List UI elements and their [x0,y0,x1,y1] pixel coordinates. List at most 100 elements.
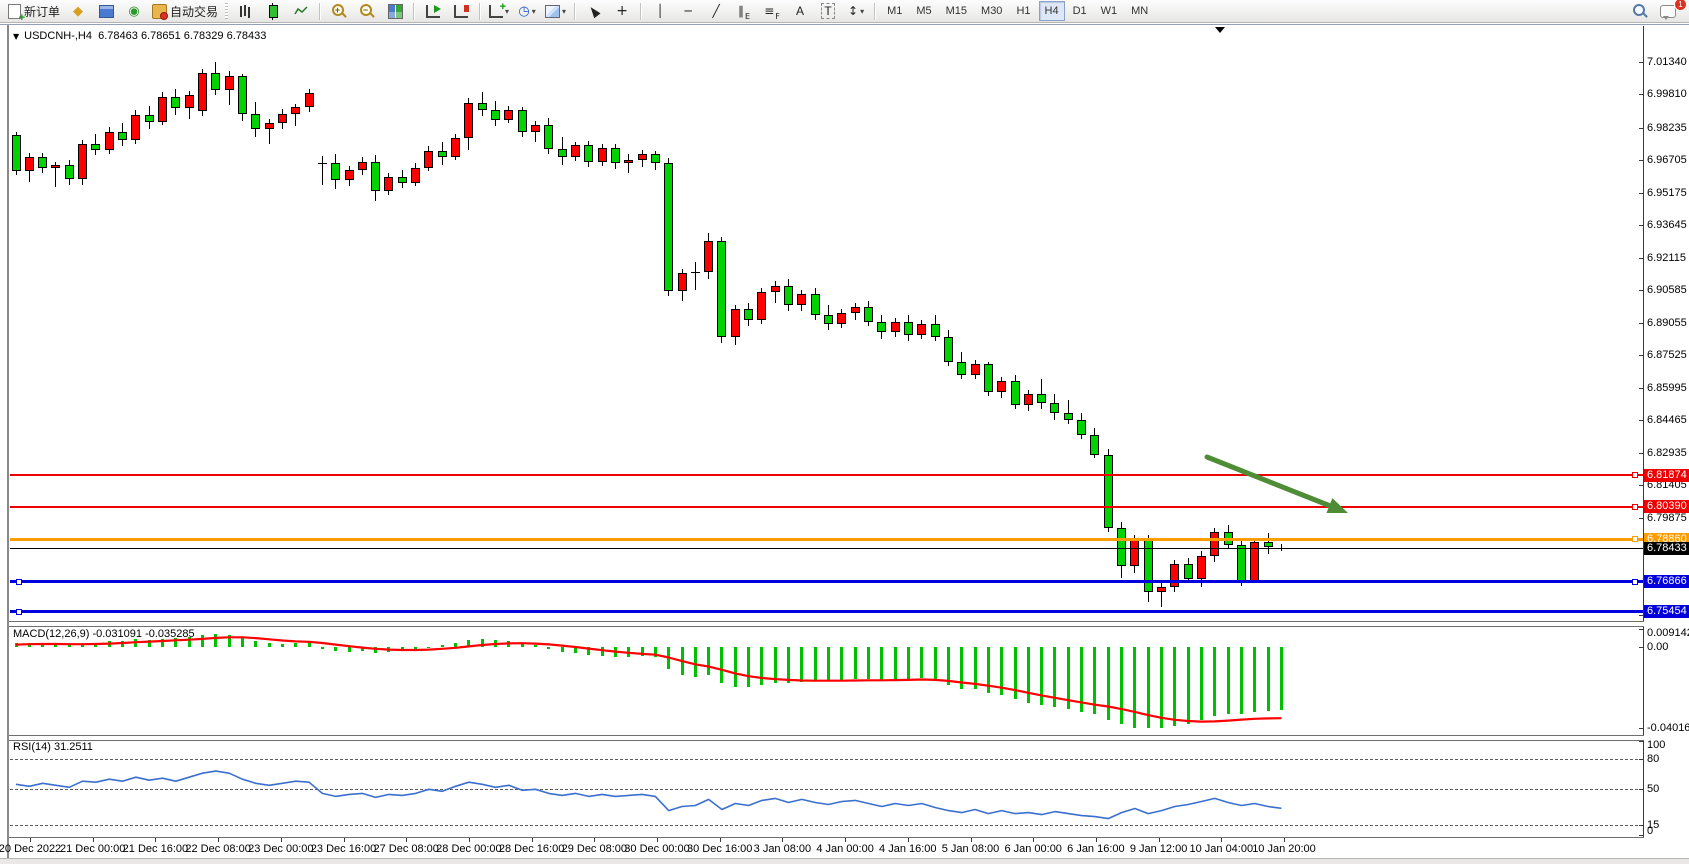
rsi-tick-label: 15 [1647,818,1660,831]
tab-m30[interactable]: M30 [981,5,1003,17]
candle-wick [534,120,536,143]
zoom-out-button[interactable]: − [354,0,380,22]
chart-shift-button[interactable] [448,0,474,22]
candle-body [997,381,1007,392]
macd-bar [387,647,391,653]
horizontal-line-object[interactable] [10,610,1643,614]
indicators-icon: + [489,1,506,18]
candle-body [51,164,61,168]
macd-bar [1213,647,1217,716]
candle-body [517,110,527,132]
price-pane[interactable] [10,26,1643,621]
time-label: 4 Jan 00:00 [816,843,874,855]
vertical-line-button[interactable]: │ [647,0,673,22]
layout-button[interactable] [93,0,119,22]
time-label: 20 Dec 2022 [0,843,62,855]
macd-pane[interactable] [10,627,1643,735]
autotrade-button[interactable]: 自动交易 [149,0,221,22]
tab-m5[interactable]: M5 [916,5,932,17]
zoom-in-button[interactable]: + [326,0,352,22]
chevron-down-icon: ▾ [505,6,510,16]
time-label: 30 Dec 00:00 [624,843,690,855]
notifications-button[interactable]: 1 [1655,0,1687,22]
tab-w1[interactable]: W1 [1100,5,1118,17]
tab-d1[interactable]: D1 [1072,5,1087,17]
candle-body [1157,587,1167,592]
macd-tick [1639,628,1644,630]
line-handle[interactable] [1632,472,1638,479]
cursor-button[interactable] [581,0,607,22]
macd-bar [813,647,817,682]
search-button[interactable] [1627,0,1653,22]
macd-bar [533,645,537,647]
toolbar-grip [225,3,229,19]
tab-m1[interactable]: M1 [887,5,903,17]
horizontal-line-object[interactable] [10,474,1643,477]
periods-button[interactable]: ◷ ▾ [514,0,540,22]
macd-bar [920,647,924,679]
channel-icon: ∥ [738,4,745,18]
candle-body [424,150,434,168]
macd-label: MACD(12,26,9) -0.031091 -0.035285 [13,628,195,640]
rsi-tick-label: 0 [1647,825,1654,837]
channel-button[interactable]: ∥ E [731,0,757,22]
price-tick-label: 6.95175 [1647,186,1687,199]
price-tick [1639,127,1644,129]
new-order-button[interactable]: 新订单 [5,0,63,24]
time-tick [155,838,157,842]
macd-bar [573,647,577,654]
horizontal-line-object[interactable] [10,580,1643,584]
candlestick-chart-button[interactable] [260,0,286,22]
candle-body [877,321,887,333]
line-chart-button[interactable] [288,0,314,22]
candle-wick [55,162,57,187]
macd-bar [1226,647,1230,714]
candle-body [1037,394,1047,403]
crosshair-button[interactable]: + [609,0,635,22]
price-tick [1639,290,1644,292]
tab-m15[interactable]: M15 [945,5,968,17]
candle-body [557,148,567,158]
pane-separator[interactable] [9,735,1644,741]
pane-separator[interactable] [9,621,1644,627]
candle-body [357,162,367,170]
line-handle[interactable] [16,578,22,585]
macd-bar [866,647,870,680]
candle-body [744,309,754,320]
text-tool-button[interactable]: A [787,0,813,22]
signals-button[interactable]: ◉ [121,0,147,22]
chart-title: ▼ USDCNH-,H4 6.78463 6.78651 6.78329 6.78… [13,30,266,42]
arrows-tool-button[interactable]: ↕ ▾ [843,0,869,22]
tab-h1[interactable]: H1 [1016,5,1031,17]
channel-sub-label: E [745,12,751,21]
templates-button[interactable]: ▾ [542,0,569,22]
tab-h4[interactable]: H4 [1038,1,1065,21]
macd-tick-label: -0.040162 [1647,721,1689,734]
macd-bar [880,647,884,681]
line-handle[interactable] [16,608,22,615]
market-button[interactable]: ◆ [65,0,91,22]
time-label: 10 Jan 20:00 [1252,843,1316,855]
line-handle[interactable] [1632,536,1638,543]
indicators-button[interactable]: + ▾ [486,0,512,22]
bar-chart-button[interactable] [232,0,258,22]
line-handle[interactable] [1632,578,1638,585]
macd-bar [1040,647,1044,706]
horizontal-line-button[interactable]: ─ [675,0,701,22]
horizontal-line-object[interactable] [10,537,1643,541]
symbol-dropdown-icon[interactable]: ▼ [13,32,20,41]
macd-bar [1000,647,1004,696]
time-label: 9 Jan 12:00 [1129,843,1188,855]
auto-scroll-button[interactable] [420,0,446,22]
horizontal-line-object[interactable] [10,505,1643,508]
rsi-pane[interactable] [10,740,1643,836]
fibonacci-button[interactable]: ≡ F [759,0,785,22]
line-handle[interactable] [1632,503,1638,510]
tab-mn[interactable]: MN [1131,5,1149,17]
tile-windows-button[interactable] [382,0,408,22]
macd-bar [41,643,45,647]
chat-icon [1660,4,1676,20]
macd-bar [800,647,804,683]
label-tool-button[interactable]: T [815,0,841,22]
trendline-button[interactable]: ╱ [703,0,729,22]
